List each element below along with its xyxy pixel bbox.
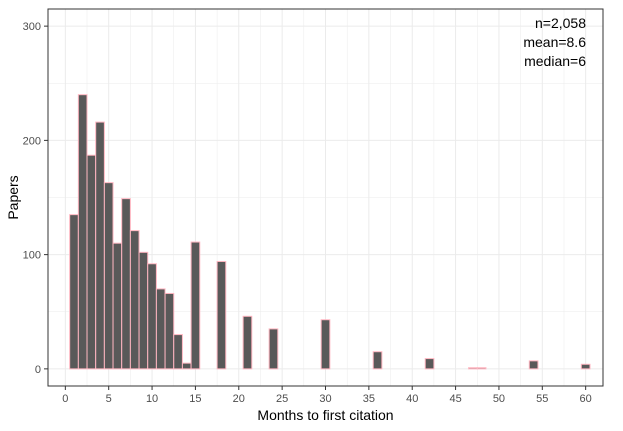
y-tick-label: 200: [23, 135, 41, 147]
x-tick-label: 25: [276, 393, 288, 405]
histogram-bar: [181, 362, 192, 370]
annotation-mean: mean=8.6: [523, 34, 586, 50]
histogram-bar: [372, 351, 383, 370]
bars: [69, 94, 591, 370]
histogram-bar: [155, 288, 166, 370]
histogram-bar: [112, 242, 123, 370]
histogram-bar: [476, 367, 487, 370]
x-tick-label: 40: [406, 393, 418, 405]
x-tick-label: 15: [189, 393, 201, 405]
histogram-bar: [216, 260, 227, 370]
y-tick-label: 300: [23, 21, 41, 33]
histogram-bar: [95, 121, 105, 370]
axes: 0 5 10 15 20 25 30 35 40 45 50 55 60 0 100 200 300: [23, 21, 592, 405]
x-axis-title: Months to first citation: [257, 407, 393, 423]
grid-lines: [48, 9, 603, 386]
histogram-bar: [138, 251, 149, 370]
histogram-bar: [147, 263, 157, 370]
x-tick-label: 55: [536, 393, 548, 405]
histogram-bar: [424, 358, 435, 370]
x-tick-label: 35: [363, 393, 375, 405]
x-tick-label: 0: [62, 393, 68, 405]
histogram-bar: [86, 154, 97, 370]
x-tick-label: 5: [106, 393, 112, 405]
histogram-bar: [468, 367, 478, 370]
x-tick-label: 60: [580, 393, 592, 405]
histogram-bar: [173, 334, 183, 370]
histogram-bar: [77, 94, 88, 370]
histogram-bar: [164, 292, 175, 370]
histogram-bar: [242, 315, 253, 370]
histogram-bar: [69, 214, 79, 370]
annotation-n: n=2,058: [535, 15, 586, 31]
histogram-bar: [103, 182, 114, 370]
x-tick-label: 20: [233, 393, 245, 405]
x-tick-label: 45: [449, 393, 461, 405]
histogram-bar: [190, 241, 201, 370]
y-tick-label: 0: [35, 364, 41, 376]
histogram-bar: [121, 198, 131, 370]
y-axis-title: Papers: [5, 175, 21, 219]
histogram-bar: [528, 360, 539, 370]
y-tick-label: 100: [23, 250, 41, 262]
annotation-median: median=6: [524, 53, 586, 69]
histogram-bar: [268, 328, 279, 370]
x-tick-label: 10: [146, 393, 158, 405]
histogram-bar: [320, 319, 331, 370]
histogram-bar: [129, 230, 140, 370]
x-tick-label: 50: [493, 393, 505, 405]
x-tick-label: 30: [319, 393, 331, 405]
histogram-bar: [580, 363, 591, 370]
